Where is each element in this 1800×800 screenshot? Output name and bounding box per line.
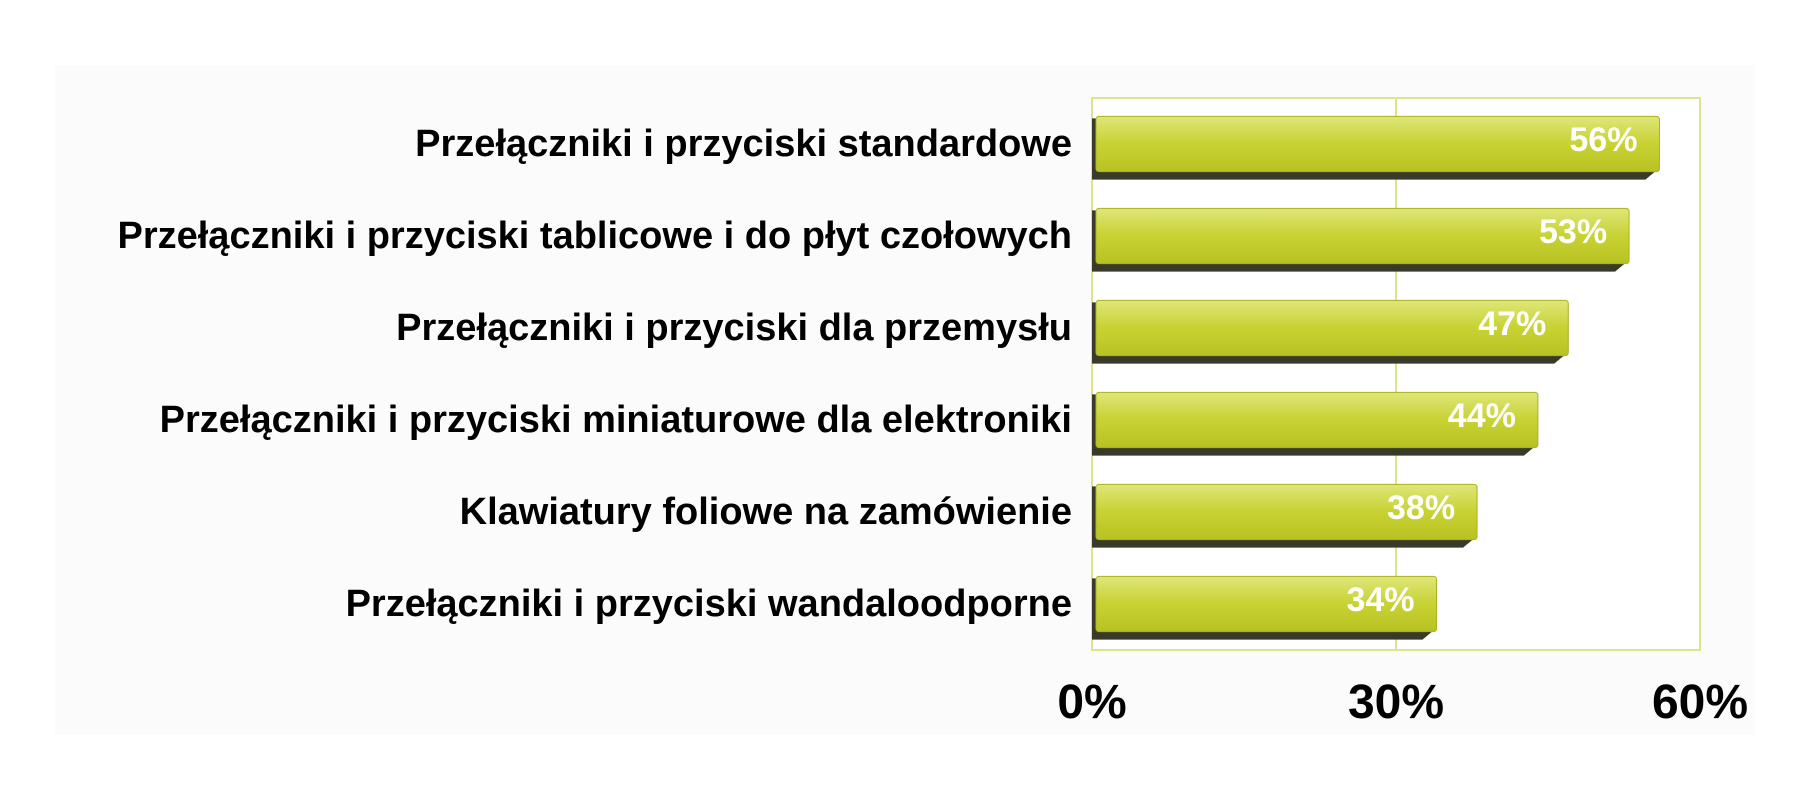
category-label-2: Przełączniki i przyciski dla przemysłu: [396, 307, 1072, 349]
bar-3: [1095, 391, 1539, 449]
category-labels: Przełączniki i przyciski standardowe Prze…: [117, 123, 1072, 625]
category-label-0: Przełączniki i przyciski standardowe: [415, 123, 1072, 165]
x-tick-label-0: 0%: [1057, 676, 1126, 729]
bar-edge-1: [1092, 210, 1098, 266]
category-label-1: Przełączniki i przyciski tablicowe i do …: [117, 215, 1072, 257]
data-label-4: 38%: [1387, 489, 1455, 527]
data-label-0: 56%: [1569, 121, 1637, 159]
bar-5: [1095, 575, 1438, 633]
x-tick-label-2: 60%: [1652, 676, 1748, 729]
data-label-1: 53%: [1539, 213, 1607, 251]
bars: 56% 53% 47% 44% 38% 34%: [1092, 115, 1660, 640]
data-label-2: 47%: [1478, 305, 1546, 343]
bar-edge-4: [1092, 486, 1098, 542]
bar-edge-3: [1092, 394, 1098, 450]
bar-edge-5: [1092, 578, 1098, 634]
data-label-3: 44%: [1448, 397, 1516, 435]
x-axis-tick-labels: 0% 30% 60%: [1057, 676, 1748, 729]
bar-edge-0: [1092, 118, 1098, 174]
category-label-3: Przełączniki i przyciski miniaturowe dla…: [160, 399, 1072, 441]
data-label-5: 34%: [1346, 581, 1414, 619]
bar-0: [1095, 115, 1660, 173]
bar-4: [1095, 483, 1478, 541]
x-tick-label-1: 30%: [1348, 676, 1444, 729]
bar-2: [1095, 299, 1569, 357]
bar-edge-2: [1092, 302, 1098, 358]
category-label-4: Klawiatury foliowe na zamówienie: [460, 491, 1072, 533]
bar-1: [1095, 207, 1630, 265]
category-label-5: Przełączniki i przyciski wandaloodporne: [346, 583, 1072, 625]
